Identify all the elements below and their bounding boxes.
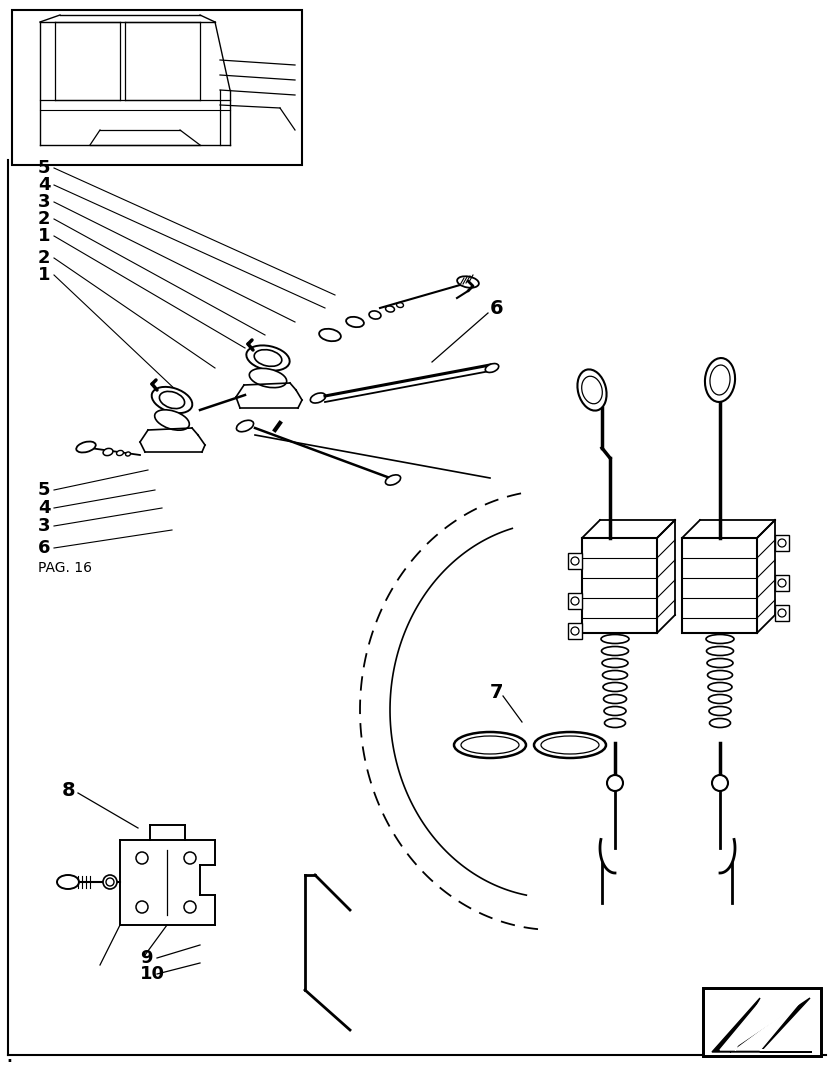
Ellipse shape xyxy=(601,635,629,644)
Circle shape xyxy=(136,901,148,913)
Ellipse shape xyxy=(126,452,130,456)
Text: 1: 1 xyxy=(38,227,51,245)
Ellipse shape xyxy=(710,718,731,728)
Circle shape xyxy=(184,901,196,913)
Ellipse shape xyxy=(604,695,626,703)
Circle shape xyxy=(106,878,114,886)
Ellipse shape xyxy=(707,670,732,680)
Bar xyxy=(568,623,582,639)
Text: 6: 6 xyxy=(38,539,51,557)
Ellipse shape xyxy=(581,376,602,404)
Ellipse shape xyxy=(249,369,287,388)
Ellipse shape xyxy=(385,475,400,485)
Ellipse shape xyxy=(707,659,733,667)
Polygon shape xyxy=(712,998,812,1052)
Text: 5: 5 xyxy=(38,159,51,177)
Text: 9: 9 xyxy=(140,949,153,967)
Ellipse shape xyxy=(705,358,735,402)
Ellipse shape xyxy=(385,306,394,312)
Bar xyxy=(703,988,821,1056)
Text: PAG. 16: PAG. 16 xyxy=(38,561,92,575)
Ellipse shape xyxy=(601,647,629,655)
Bar xyxy=(12,10,302,165)
Ellipse shape xyxy=(159,391,184,408)
Text: 4: 4 xyxy=(38,176,51,193)
Ellipse shape xyxy=(237,420,254,432)
Ellipse shape xyxy=(117,450,123,455)
Text: 8: 8 xyxy=(62,780,76,800)
Ellipse shape xyxy=(369,311,381,319)
Text: 2: 2 xyxy=(38,210,51,228)
Text: 2: 2 xyxy=(38,249,51,267)
Ellipse shape xyxy=(602,659,628,667)
Circle shape xyxy=(712,775,728,791)
Text: 7: 7 xyxy=(490,682,504,701)
Text: 3: 3 xyxy=(38,517,51,534)
Ellipse shape xyxy=(254,350,282,367)
Text: 1: 1 xyxy=(38,266,51,284)
Ellipse shape xyxy=(604,707,626,715)
Ellipse shape xyxy=(454,732,526,758)
Circle shape xyxy=(571,628,579,635)
Bar xyxy=(775,534,789,551)
Circle shape xyxy=(778,579,786,587)
Ellipse shape xyxy=(152,387,193,413)
Ellipse shape xyxy=(577,370,606,410)
Text: 4: 4 xyxy=(38,499,51,517)
Bar xyxy=(568,593,582,609)
Text: 3: 3 xyxy=(38,193,51,211)
Ellipse shape xyxy=(710,365,730,394)
Ellipse shape xyxy=(706,635,734,644)
Polygon shape xyxy=(720,1002,802,1050)
Ellipse shape xyxy=(461,735,519,754)
Circle shape xyxy=(103,876,117,889)
Text: .: . xyxy=(5,1043,13,1067)
Ellipse shape xyxy=(706,647,733,655)
Ellipse shape xyxy=(605,718,626,728)
Ellipse shape xyxy=(57,876,79,889)
Circle shape xyxy=(184,852,196,864)
Bar xyxy=(703,988,821,1056)
Ellipse shape xyxy=(485,363,499,372)
Text: 10: 10 xyxy=(140,965,165,983)
Bar xyxy=(775,605,789,621)
Text: 5: 5 xyxy=(38,481,51,499)
Ellipse shape xyxy=(310,393,325,403)
Ellipse shape xyxy=(246,345,289,371)
Circle shape xyxy=(571,557,579,566)
Bar xyxy=(568,553,582,569)
Circle shape xyxy=(571,597,579,605)
Ellipse shape xyxy=(154,409,189,430)
Circle shape xyxy=(607,775,623,791)
Ellipse shape xyxy=(76,441,96,452)
Circle shape xyxy=(136,852,148,864)
Ellipse shape xyxy=(709,707,731,715)
Ellipse shape xyxy=(346,316,364,327)
Ellipse shape xyxy=(709,695,731,703)
Circle shape xyxy=(778,609,786,617)
Ellipse shape xyxy=(603,682,627,692)
Ellipse shape xyxy=(396,303,404,308)
Ellipse shape xyxy=(103,448,113,455)
Bar xyxy=(682,538,757,633)
Ellipse shape xyxy=(534,732,606,758)
Ellipse shape xyxy=(602,670,627,680)
Ellipse shape xyxy=(319,329,341,341)
Text: 6: 6 xyxy=(490,298,504,317)
Ellipse shape xyxy=(541,735,599,754)
Bar xyxy=(582,538,657,633)
Bar xyxy=(775,575,789,591)
Ellipse shape xyxy=(457,276,479,288)
Circle shape xyxy=(778,539,786,547)
Ellipse shape xyxy=(708,682,732,692)
